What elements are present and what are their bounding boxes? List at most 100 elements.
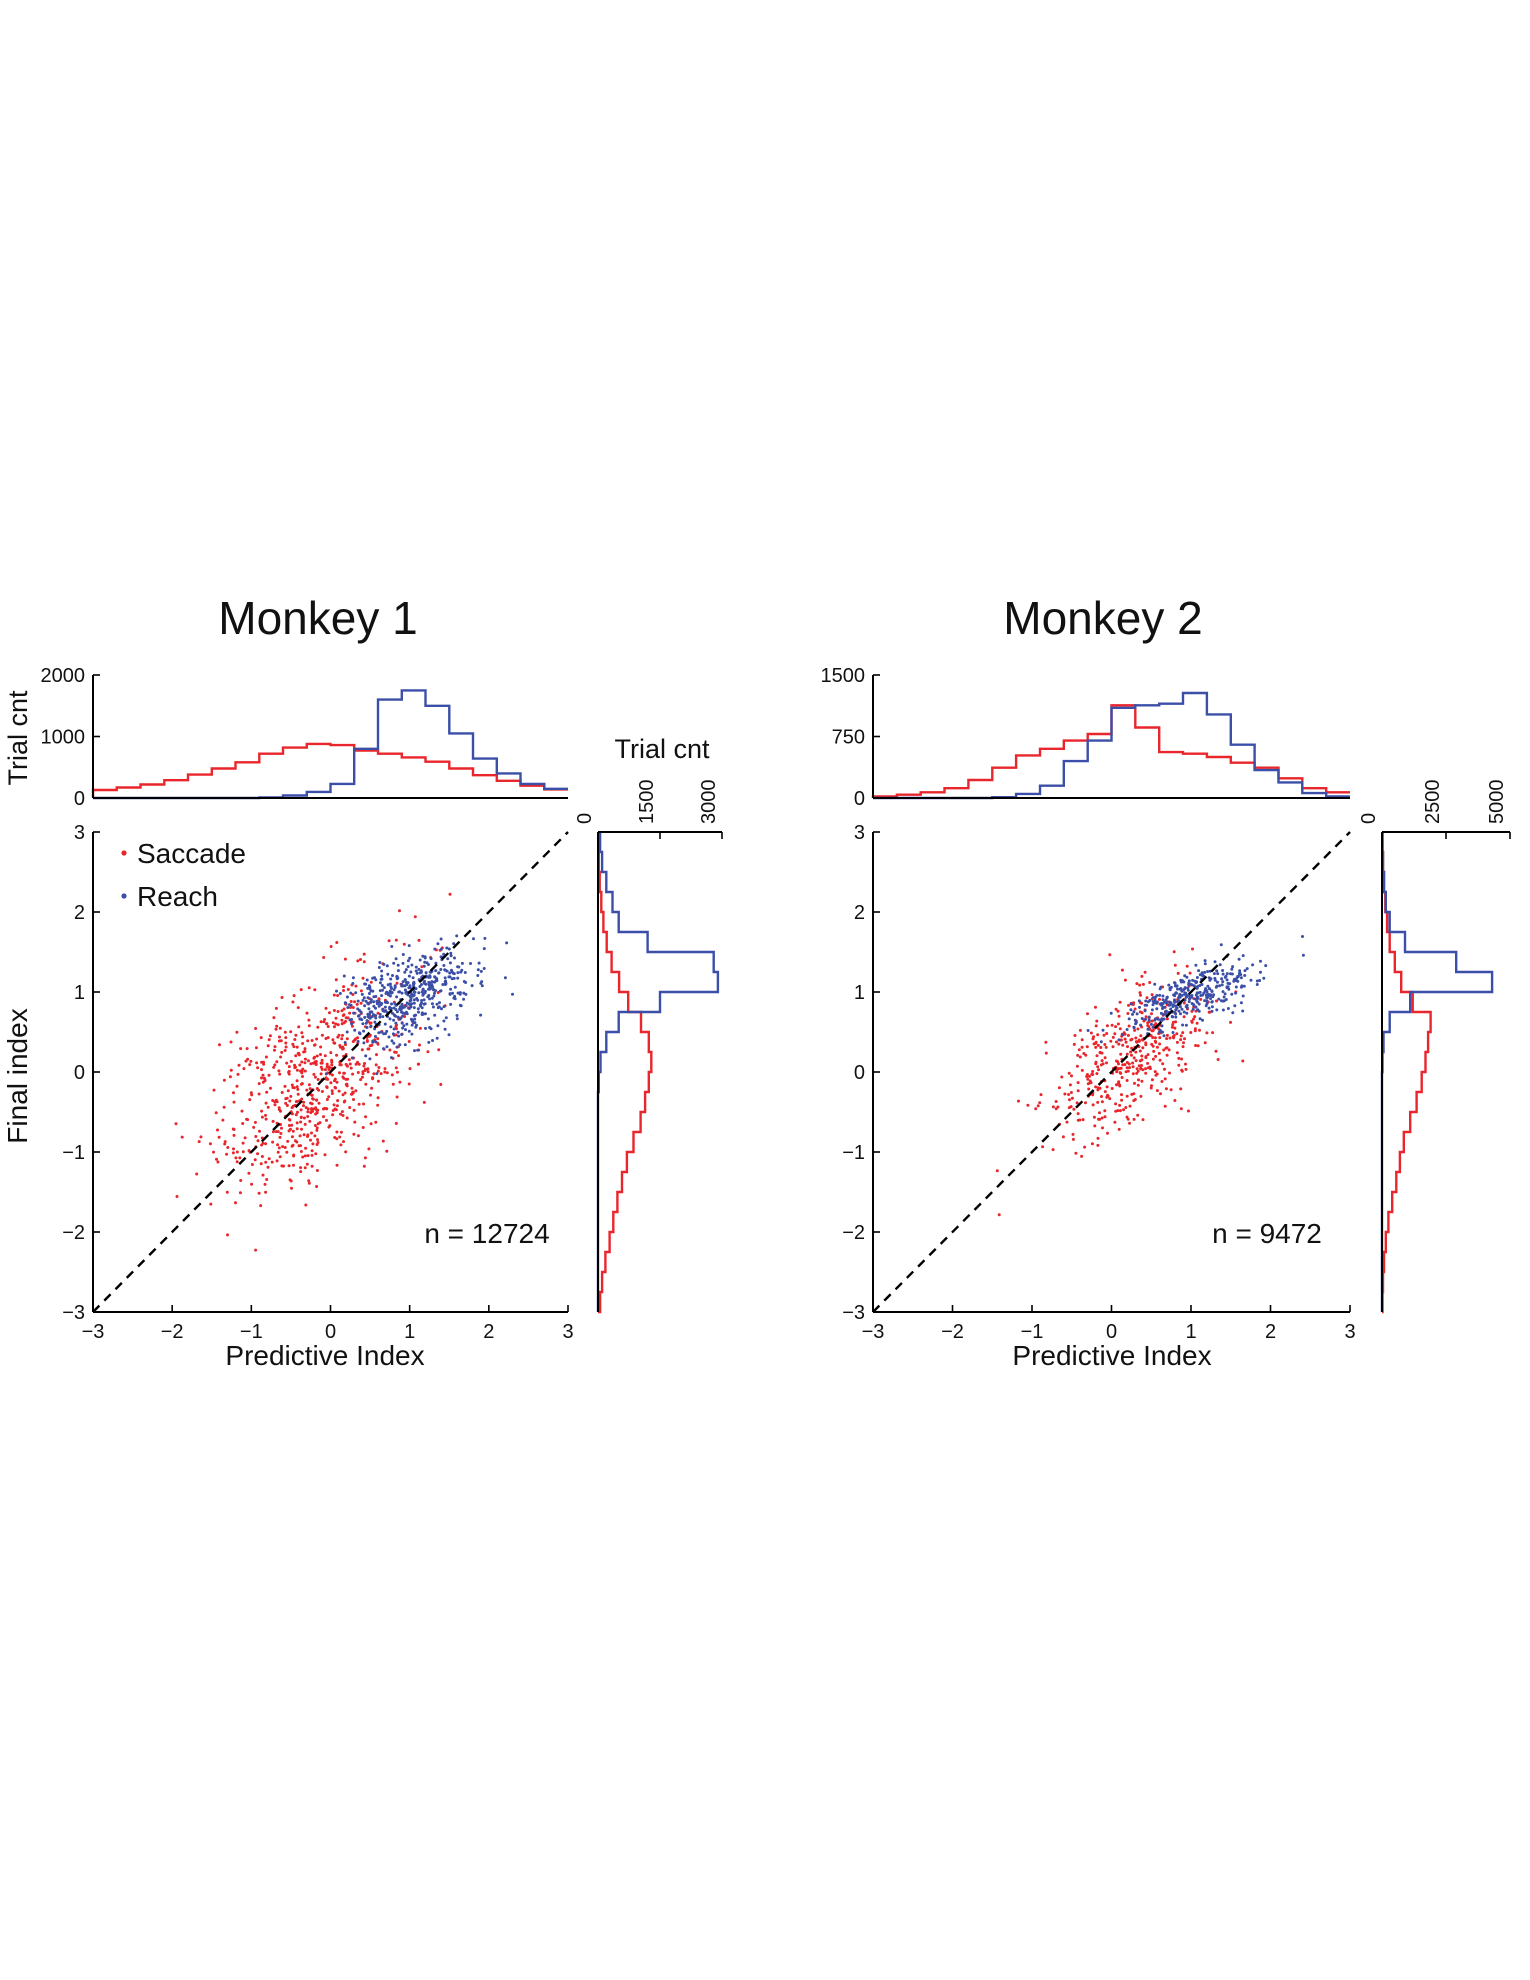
scatter-point-reach	[435, 977, 439, 981]
scatter-point-reach	[440, 1007, 443, 1011]
scatter-point-saccade	[295, 1121, 299, 1125]
scatter-point-saccade	[208, 1142, 212, 1146]
scatter-point-saccade	[1130, 1053, 1133, 1057]
scatter-point-reach	[345, 1030, 349, 1034]
scatter-point-saccade	[295, 1127, 299, 1131]
top-histogram-tick-label: 2000	[41, 665, 86, 687]
scatter-point-saccade	[319, 1045, 323, 1049]
scatter-point-saccade	[328, 1066, 332, 1070]
scatter-point-saccade	[330, 1092, 334, 1095]
scatter-point-reach	[1225, 978, 1229, 982]
scatter-point-saccade	[1134, 1040, 1138, 1044]
scatter-point-saccade	[260, 1068, 263, 1072]
scatter-point-saccade	[310, 1108, 314, 1112]
x-tick-label: −3	[862, 1321, 885, 1343]
scatter-point-saccade	[342, 1100, 346, 1104]
scatter-point-saccade	[418, 1043, 421, 1047]
scatter-point-saccade	[221, 1118, 225, 1122]
scatter-point-saccade	[315, 1185, 319, 1188]
scatter-point-saccade	[315, 1126, 319, 1130]
scatter-point-saccade	[376, 1011, 380, 1015]
scatter-point-saccade	[1026, 1103, 1030, 1107]
scatter-point-saccade	[368, 1021, 372, 1025]
scatter-point-saccade	[1175, 1040, 1179, 1044]
scatter-point-saccade	[316, 1078, 320, 1081]
scatter-point-reach	[1223, 992, 1227, 996]
scatter-point-saccade	[1110, 1023, 1114, 1027]
scatter-point-reach	[1210, 989, 1214, 993]
scatter-point-reach	[348, 1003, 351, 1007]
scatter-point-saccade	[1051, 1105, 1055, 1109]
scatter-point-saccade	[263, 1182, 267, 1186]
scatter-point-saccade	[338, 1044, 342, 1047]
scatter-point-saccade	[340, 1018, 344, 1022]
scatter-point-saccade	[1103, 1043, 1107, 1046]
x-tick-label: −3	[82, 1321, 105, 1343]
scatter-point-saccade	[1148, 981, 1152, 984]
scatter-point-saccade	[394, 1050, 398, 1054]
scatter-point-reach	[409, 1017, 413, 1021]
scatter-point-reach	[420, 990, 424, 994]
scatter-point-saccade	[1118, 1027, 1122, 1031]
scatter-point-reach	[464, 981, 468, 984]
scatter-point-saccade	[1110, 1087, 1114, 1090]
scatter-point-saccade	[407, 1082, 411, 1086]
scatter-point-saccade	[313, 1055, 317, 1059]
scatter-point-saccade	[322, 1115, 325, 1119]
scatter-point-reach	[343, 1041, 347, 1044]
scatter-point-saccade	[1115, 1068, 1119, 1072]
scatter-point-saccade	[332, 1041, 336, 1045]
x-tick-label: 3	[562, 1321, 573, 1343]
scatter-point-reach	[1220, 977, 1224, 981]
scatter-point-saccade	[1078, 1118, 1082, 1122]
scatter-point-reach	[445, 969, 449, 973]
scatter-point-reach	[415, 971, 419, 975]
scatter-point-saccade	[360, 1075, 364, 1079]
legend-marker-reach	[121, 893, 127, 899]
scatter-point-reach	[392, 1027, 396, 1031]
scatter-point-saccade	[394, 1121, 398, 1125]
scatter-point-reach	[442, 1019, 446, 1023]
scatter-point-saccade	[395, 1095, 399, 1099]
scatter-point-saccade	[284, 1101, 288, 1105]
scatter-point-saccade	[1072, 1107, 1076, 1111]
scatter-point-saccade	[1069, 1091, 1073, 1094]
scatter-point-saccade	[1137, 1078, 1140, 1082]
scatter-point-saccade	[1132, 1092, 1136, 1096]
scatter-point-reach	[1204, 1004, 1208, 1008]
scatter-point-reach	[399, 1008, 403, 1012]
scatter-point-reach	[448, 992, 452, 996]
scatter-point-saccade	[175, 1195, 179, 1198]
scatter-point-saccade	[1139, 993, 1142, 997]
scatter-point-saccade	[383, 1070, 387, 1074]
scatter-point-reach	[423, 1012, 427, 1016]
top-histogram-tick-label: 750	[832, 727, 865, 749]
scatter-point-reach	[1161, 1030, 1164, 1034]
legend: Saccade Reach	[121, 838, 246, 912]
scatter-point-saccade	[1076, 1089, 1080, 1093]
scatter-point-reach	[1203, 989, 1207, 993]
scatter-point-reach	[1169, 985, 1173, 989]
scatter-point-saccade	[1165, 1017, 1169, 1021]
scatter-point-saccade	[1125, 1079, 1129, 1082]
scatter-point-saccade	[287, 1065, 291, 1069]
scatter-point-saccade	[301, 1155, 305, 1159]
scatter-point-saccade	[1063, 1092, 1067, 1096]
scatter-point-saccade	[1111, 1045, 1115, 1049]
y-tick-label: 2	[854, 902, 865, 924]
scatter-plot: −3 −2 −1 0 1 2 3 −3 −2 −1 0 1 2 3	[62, 822, 573, 1343]
scatter-point-saccade	[362, 1102, 365, 1106]
right-histogram-saccade	[1381, 832, 1432, 1314]
scatter-point-saccade	[1154, 1073, 1158, 1077]
scatter-point-saccade	[305, 1011, 309, 1015]
scatter-point-reach	[447, 947, 451, 951]
scatter-point-reach	[452, 942, 456, 946]
scatter-point-saccade	[326, 1077, 330, 1081]
scatter-point-saccade	[1113, 1032, 1117, 1036]
scatter-point-saccade	[1182, 1041, 1185, 1045]
scatter-point-reach	[1241, 1009, 1245, 1013]
scatter-point-saccade	[1072, 1042, 1076, 1046]
scatter-ylabel: Final index	[2, 1008, 33, 1143]
scatter-point-saccade	[369, 1122, 373, 1126]
scatter-point-reach	[1212, 993, 1216, 997]
